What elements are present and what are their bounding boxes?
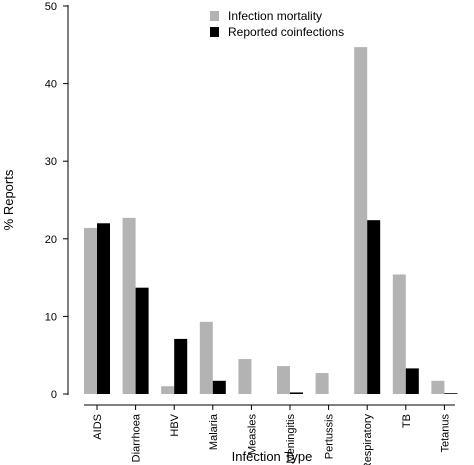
bar-reported-coinfections-tetanus (444, 393, 458, 394)
x-ticks-layer: AIDS Diarrhoea HBV Malaria Measles Meningitis… (92, 405, 451, 465)
x-axis-title: Infection Type (232, 449, 313, 464)
y-tick-label: 20 (45, 234, 57, 246)
legend-label-infection-mortality: Infection mortality (228, 9, 322, 23)
bar-infection-mortality-tetanus (431, 380, 445, 394)
bar-reported-coinfections-aids (97, 223, 110, 394)
x-tick-label-diarrhoea: Diarrhoea (131, 413, 143, 462)
x-tick-label-tb: TB (401, 414, 413, 428)
bars-layer (84, 47, 458, 395)
y-ticks-layer: 0 10 20 30 40 50 (45, 1, 68, 401)
bar-infection-mortality-pertussis (315, 373, 329, 394)
x-tick-label-meningitis: Meningitis (285, 414, 297, 464)
bar-reported-coinfections-respiratory (367, 220, 381, 394)
y-tick-label: 10 (45, 311, 57, 323)
legend-swatch-infection-mortality (210, 11, 219, 21)
y-tick-label: 30 (45, 156, 57, 168)
y-tick-label: 50 (45, 1, 57, 13)
bar-infection-mortality-aids (84, 227, 97, 394)
bar-infection-mortality-respiratory (354, 47, 368, 395)
bar-reported-coinfections-meningitis (290, 392, 303, 394)
y-axis-title: % Reports (1, 169, 16, 230)
x-tick-label-respiratory: Respiratory (362, 414, 374, 465)
bar-reported-coinfections-diarrhoea (135, 287, 149, 394)
bar-infection-mortality-diarrhoea (122, 217, 136, 394)
x-tick-label-aids: AIDS (92, 414, 104, 440)
x-tick-label-pertussis: Pertussis (324, 414, 336, 460)
y-tick-label: 40 (45, 79, 57, 91)
bar-infection-mortality-tb (392, 274, 406, 394)
bar-reported-coinfections-malaria (212, 380, 226, 394)
legend-swatch-reported-coinfections (210, 27, 219, 37)
x-tick-label-measles: Measles (246, 414, 258, 455)
axes-layer (67, 5, 455, 406)
y-tick-label: 0 (51, 389, 57, 401)
x-tick-label-malaria: Malaria (208, 413, 220, 450)
x-tick-label-tetanus: Tetanus (439, 414, 451, 453)
bar-infection-mortality-hbv (161, 386, 175, 394)
legend-label-reported-coinfections: Reported coinfections (228, 25, 344, 39)
bar-infection-mortality-malaria (199, 321, 213, 394)
x-tick-label-hbv: HBV (169, 413, 181, 436)
legend: Infection mortality Reported coinfection… (210, 9, 344, 39)
bar-reported-coinfections-hbv (174, 338, 188, 394)
bar-infection-mortality-measles (238, 359, 252, 394)
bar-infection-mortality-meningitis (277, 366, 290, 394)
bar-reported-coinfections-tb (405, 368, 419, 394)
